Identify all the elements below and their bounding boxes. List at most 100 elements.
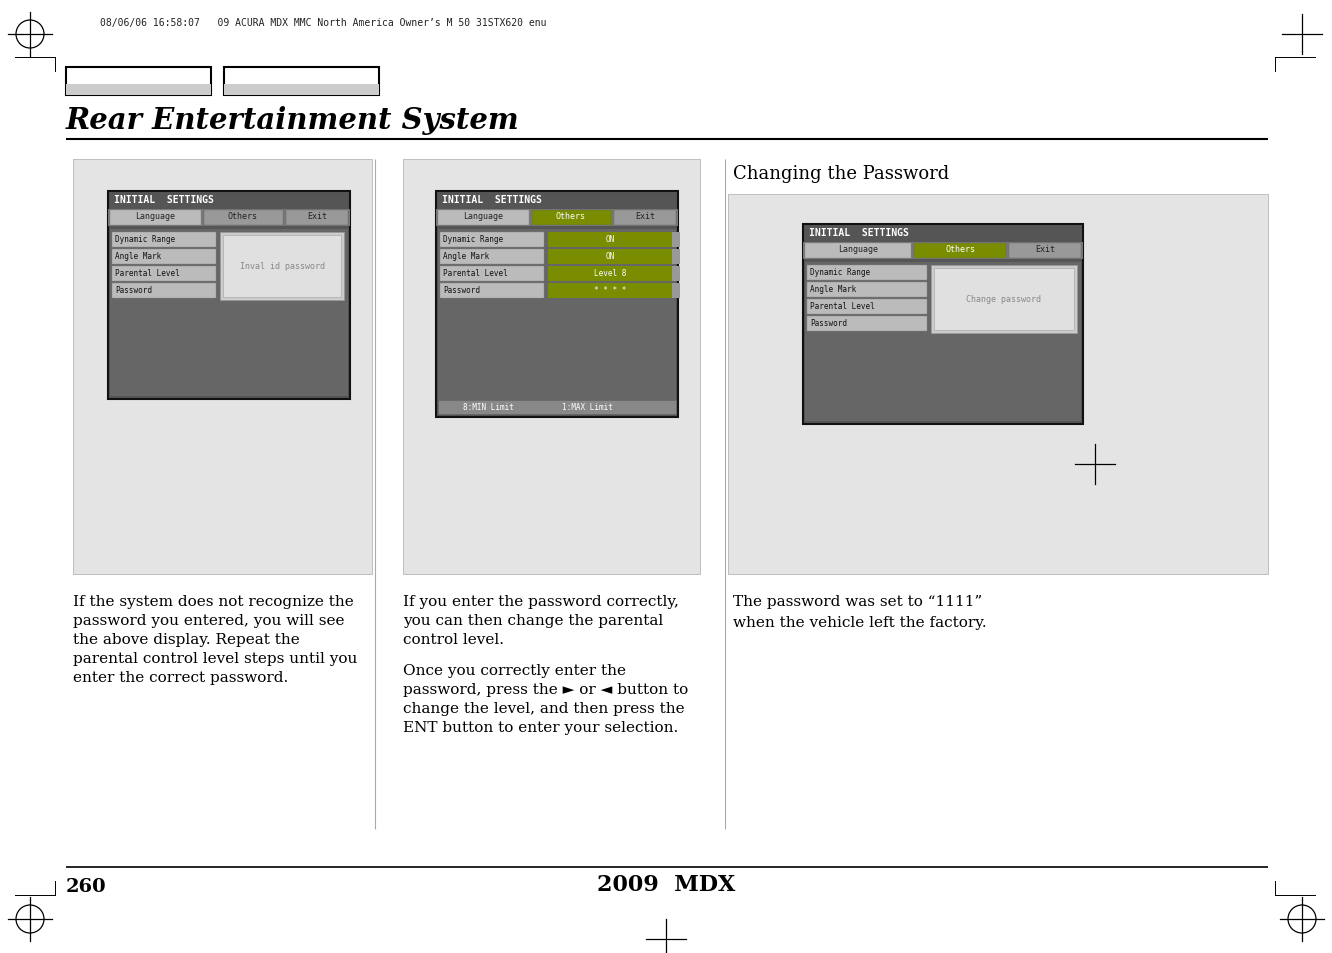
Bar: [222, 235, 341, 297]
Bar: [112, 267, 216, 282]
Bar: [547, 284, 673, 298]
Bar: [224, 68, 380, 96]
Text: If you enter the password correctly,: If you enter the password correctly,: [404, 595, 679, 608]
Bar: [108, 210, 350, 227]
Bar: [1010, 244, 1082, 258]
Text: The password was set to “1111”: The password was set to “1111”: [733, 595, 982, 608]
Text: Angle Mark: Angle Mark: [810, 285, 856, 294]
Bar: [547, 250, 673, 265]
Text: Once you correctly enter the: Once you correctly enter the: [404, 663, 626, 678]
Bar: [614, 211, 677, 226]
Text: Language: Language: [838, 245, 878, 253]
Text: the above display. Repeat the: the above display. Repeat the: [73, 633, 300, 646]
Bar: [440, 284, 543, 298]
Text: Password: Password: [115, 286, 152, 294]
Bar: [673, 250, 681, 265]
Text: 1:MAX Limit: 1:MAX Limit: [562, 402, 613, 412]
Text: Exit: Exit: [1035, 245, 1055, 253]
Text: Dynamic Range: Dynamic Range: [810, 268, 870, 276]
Text: INITIAL  SETTINGS: INITIAL SETTINGS: [809, 228, 908, 237]
Bar: [438, 211, 529, 226]
Text: control level.: control level.: [404, 633, 503, 646]
Text: when the vehicle left the factory.: when the vehicle left the factory.: [733, 616, 987, 629]
Text: Angle Mark: Angle Mark: [444, 252, 489, 261]
Text: enter the correct password.: enter the correct password.: [73, 670, 288, 684]
Bar: [67, 85, 210, 96]
Text: 08/06/06 16:58:07   09 ACURA MDX MMC North America Owner’s M 50 31STX620 enu: 08/06/06 16:58:07 09 ACURA MDX MMC North…: [100, 18, 546, 28]
Bar: [934, 269, 1074, 331]
Bar: [112, 284, 216, 298]
Text: Parental Level: Parental Level: [444, 269, 507, 277]
Text: password, press the ► or ◄ button to: password, press the ► or ◄ button to: [404, 682, 689, 697]
Bar: [805, 244, 911, 258]
Bar: [729, 194, 1268, 575]
Text: * * * *: * * * *: [594, 286, 626, 294]
Bar: [111, 230, 348, 396]
Text: Inval id password: Inval id password: [240, 262, 325, 272]
Bar: [531, 211, 611, 226]
Text: parental control level steps until you: parental control level steps until you: [73, 651, 357, 665]
Text: 2009  MDX: 2009 MDX: [597, 873, 735, 895]
Bar: [807, 316, 927, 332]
Text: Others: Others: [555, 212, 586, 221]
Bar: [807, 266, 927, 281]
Text: Angle Mark: Angle Mark: [115, 252, 161, 261]
Text: 8:MIN Limit: 8:MIN Limit: [462, 402, 513, 412]
Text: Rear Entertainment System: Rear Entertainment System: [67, 106, 519, 135]
Text: Password: Password: [444, 286, 480, 294]
Bar: [438, 400, 677, 415]
Bar: [807, 283, 927, 297]
Text: Exit: Exit: [306, 212, 326, 221]
Bar: [673, 267, 681, 282]
Text: INITIAL  SETTINGS: INITIAL SETTINGS: [442, 194, 542, 205]
Bar: [204, 211, 282, 226]
Text: ENT button to enter your selection.: ENT button to enter your selection.: [404, 720, 678, 734]
Text: Dynamic Range: Dynamic Range: [115, 234, 174, 244]
Text: Changing the Password: Changing the Password: [733, 165, 950, 183]
Text: Level 8: Level 8: [594, 269, 626, 277]
Bar: [547, 267, 673, 282]
Text: change the level, and then press the: change the level, and then press the: [404, 701, 685, 716]
Bar: [931, 266, 1078, 334]
Bar: [547, 233, 673, 248]
Bar: [112, 233, 216, 248]
Bar: [436, 210, 678, 227]
Bar: [803, 243, 1083, 260]
Bar: [673, 233, 681, 248]
Text: Parental Level: Parental Level: [810, 302, 875, 311]
Bar: [673, 284, 681, 298]
Bar: [440, 233, 543, 248]
Text: 260: 260: [67, 877, 107, 895]
Text: Parental Level: Parental Level: [115, 269, 180, 277]
Bar: [220, 233, 344, 301]
Text: Others: Others: [944, 245, 975, 253]
Bar: [111, 211, 201, 226]
Bar: [803, 225, 1083, 424]
Bar: [914, 244, 1006, 258]
Bar: [436, 192, 678, 417]
Text: you can then change the parental: you can then change the parental: [404, 614, 663, 627]
Text: If the system does not recognize the: If the system does not recognize the: [73, 595, 354, 608]
Bar: [224, 85, 380, 96]
Bar: [438, 230, 677, 401]
Text: Dynamic Range: Dynamic Range: [444, 234, 503, 244]
Bar: [440, 267, 543, 282]
Bar: [67, 68, 210, 96]
Bar: [108, 192, 350, 399]
Text: INITIAL  SETTINGS: INITIAL SETTINGS: [115, 194, 214, 205]
Bar: [805, 263, 1082, 421]
Text: password you entered, you will see: password you entered, you will see: [73, 614, 345, 627]
Bar: [440, 250, 543, 265]
Bar: [404, 160, 701, 575]
Text: Others: Others: [228, 212, 258, 221]
Bar: [807, 299, 927, 314]
Text: Language: Language: [135, 212, 174, 221]
Text: Password: Password: [810, 318, 847, 328]
Text: Language: Language: [464, 212, 503, 221]
Text: Change password: Change password: [967, 295, 1042, 304]
Bar: [286, 211, 348, 226]
Text: ON: ON: [605, 252, 614, 261]
Text: Exit: Exit: [635, 212, 655, 221]
Text: ON: ON: [605, 234, 614, 244]
Bar: [73, 160, 372, 575]
